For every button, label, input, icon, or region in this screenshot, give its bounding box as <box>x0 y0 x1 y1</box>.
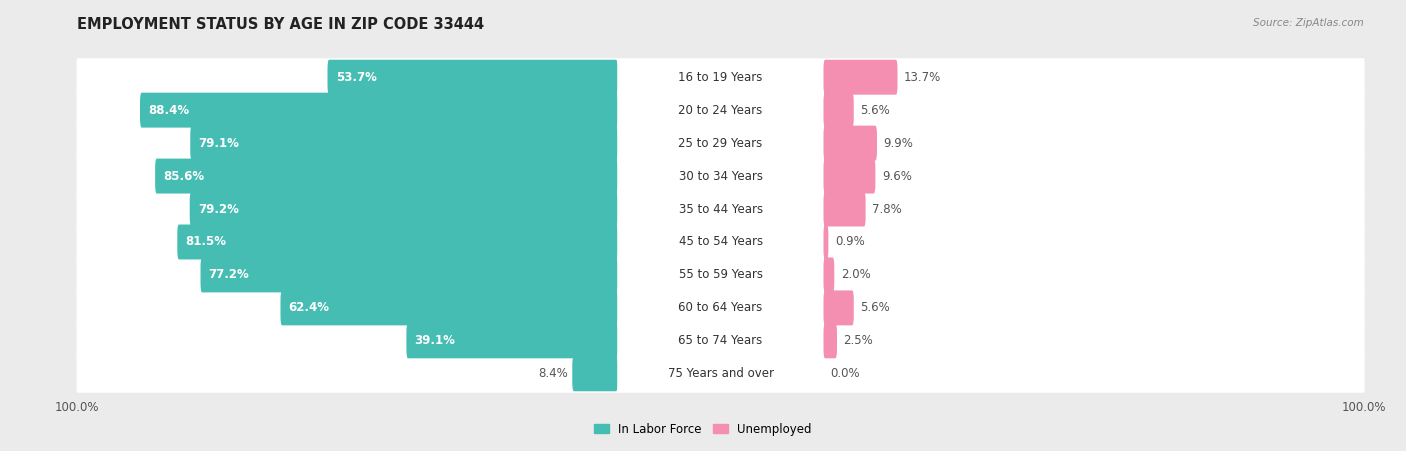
Text: 85.6%: 85.6% <box>163 170 204 183</box>
FancyBboxPatch shape <box>76 91 619 129</box>
FancyBboxPatch shape <box>617 322 824 360</box>
Text: 45 to 54 Years: 45 to 54 Years <box>679 235 762 249</box>
Text: 35 to 44 Years: 35 to 44 Years <box>679 202 762 216</box>
Text: 2.5%: 2.5% <box>844 334 873 347</box>
FancyBboxPatch shape <box>823 355 1365 393</box>
Text: 5.6%: 5.6% <box>860 104 890 117</box>
Text: 79.2%: 79.2% <box>198 202 239 216</box>
Text: 79.1%: 79.1% <box>198 137 239 150</box>
FancyBboxPatch shape <box>823 190 1365 228</box>
Text: 0.0%: 0.0% <box>830 367 859 380</box>
FancyBboxPatch shape <box>76 289 619 327</box>
FancyBboxPatch shape <box>824 92 853 128</box>
Text: 65 to 74 Years: 65 to 74 Years <box>679 334 762 347</box>
FancyBboxPatch shape <box>824 258 834 292</box>
Text: 39.1%: 39.1% <box>415 334 456 347</box>
Text: 75 Years and over: 75 Years and over <box>668 367 773 380</box>
FancyBboxPatch shape <box>76 223 619 261</box>
Text: 81.5%: 81.5% <box>186 235 226 249</box>
Text: 7.8%: 7.8% <box>872 202 901 216</box>
Text: 13.7%: 13.7% <box>904 71 941 84</box>
FancyBboxPatch shape <box>823 124 1365 162</box>
Text: 30 to 34 Years: 30 to 34 Years <box>679 170 762 183</box>
Text: 16 to 19 Years: 16 to 19 Years <box>678 71 763 84</box>
Text: 88.4%: 88.4% <box>148 104 190 117</box>
Text: 9.6%: 9.6% <box>882 170 911 183</box>
FancyBboxPatch shape <box>617 256 824 294</box>
FancyBboxPatch shape <box>177 225 617 259</box>
Text: 53.7%: 53.7% <box>336 71 377 84</box>
FancyBboxPatch shape <box>201 258 617 292</box>
FancyBboxPatch shape <box>617 289 824 327</box>
FancyBboxPatch shape <box>155 159 617 193</box>
Text: Source: ZipAtlas.com: Source: ZipAtlas.com <box>1253 18 1364 28</box>
FancyBboxPatch shape <box>617 91 824 129</box>
Text: 25 to 29 Years: 25 to 29 Years <box>679 137 762 150</box>
FancyBboxPatch shape <box>617 223 824 261</box>
Text: 55 to 59 Years: 55 to 59 Years <box>679 268 762 281</box>
Text: 20 to 24 Years: 20 to 24 Years <box>679 104 762 117</box>
FancyBboxPatch shape <box>823 58 1365 96</box>
FancyBboxPatch shape <box>824 225 828 259</box>
FancyBboxPatch shape <box>824 290 853 325</box>
FancyBboxPatch shape <box>76 157 619 195</box>
FancyBboxPatch shape <box>617 58 824 96</box>
FancyBboxPatch shape <box>406 323 617 358</box>
Text: 5.6%: 5.6% <box>860 301 890 314</box>
FancyBboxPatch shape <box>76 256 619 294</box>
Legend: In Labor Force, Unemployed: In Labor Force, Unemployed <box>589 418 817 441</box>
Text: 77.2%: 77.2% <box>208 268 249 281</box>
Text: 62.4%: 62.4% <box>288 301 329 314</box>
FancyBboxPatch shape <box>824 323 837 358</box>
FancyBboxPatch shape <box>76 124 619 162</box>
FancyBboxPatch shape <box>823 289 1365 327</box>
Text: 8.4%: 8.4% <box>538 367 568 380</box>
Text: 0.9%: 0.9% <box>835 235 865 249</box>
FancyBboxPatch shape <box>617 190 824 228</box>
Text: EMPLOYMENT STATUS BY AGE IN ZIP CODE 33444: EMPLOYMENT STATUS BY AGE IN ZIP CODE 334… <box>77 17 485 32</box>
FancyBboxPatch shape <box>617 157 824 195</box>
FancyBboxPatch shape <box>280 290 617 325</box>
FancyBboxPatch shape <box>823 91 1365 129</box>
FancyBboxPatch shape <box>823 223 1365 261</box>
FancyBboxPatch shape <box>76 322 619 360</box>
Text: 60 to 64 Years: 60 to 64 Years <box>679 301 762 314</box>
FancyBboxPatch shape <box>76 190 619 228</box>
FancyBboxPatch shape <box>572 356 617 391</box>
FancyBboxPatch shape <box>823 256 1365 294</box>
FancyBboxPatch shape <box>141 92 617 128</box>
FancyBboxPatch shape <box>824 159 876 193</box>
FancyBboxPatch shape <box>823 322 1365 360</box>
FancyBboxPatch shape <box>190 126 617 161</box>
Text: 2.0%: 2.0% <box>841 268 870 281</box>
FancyBboxPatch shape <box>824 192 866 226</box>
Text: 9.9%: 9.9% <box>883 137 914 150</box>
FancyBboxPatch shape <box>76 58 619 96</box>
FancyBboxPatch shape <box>824 126 877 161</box>
FancyBboxPatch shape <box>617 355 824 393</box>
FancyBboxPatch shape <box>617 124 824 162</box>
FancyBboxPatch shape <box>823 157 1365 195</box>
FancyBboxPatch shape <box>190 192 617 226</box>
FancyBboxPatch shape <box>76 355 619 393</box>
FancyBboxPatch shape <box>824 60 897 95</box>
FancyBboxPatch shape <box>328 60 617 95</box>
